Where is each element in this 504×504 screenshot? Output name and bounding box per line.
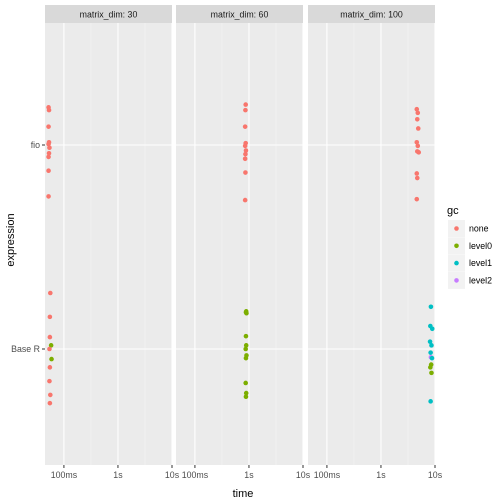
data-point [46, 150, 52, 156]
data-point [47, 400, 53, 406]
data-point [429, 343, 434, 348]
x-tick-label: 1s [244, 470, 254, 480]
data-point [415, 110, 421, 116]
data-point [243, 148, 249, 153]
data-point [427, 339, 433, 344]
data-point [47, 334, 53, 340]
data-point [46, 154, 51, 160]
legend-swatch [454, 278, 459, 283]
data-point [243, 151, 248, 157]
panel-background [308, 23, 435, 465]
legend-label: level1 [469, 258, 492, 268]
data-point [414, 171, 420, 176]
data-point [429, 326, 435, 332]
data-point [414, 106, 420, 112]
data-point [414, 196, 420, 202]
data-point [49, 356, 54, 362]
facet-panel: matrix_dim: 30 [45, 5, 173, 465]
data-point [414, 139, 420, 145]
facet-strip [176, 5, 303, 23]
data-point [243, 107, 248, 113]
data-point [48, 392, 53, 398]
panel-background [45, 23, 172, 465]
facet-strip-label: matrix_dim: 100 [340, 10, 403, 20]
data-point [243, 346, 248, 352]
data-point [243, 390, 249, 396]
data-point [428, 399, 433, 404]
data-point [47, 145, 52, 151]
legend-label: none [469, 224, 489, 234]
facet-strip-label: matrix_dim: 60 [211, 10, 269, 20]
data-point [46, 107, 52, 113]
x-axis-title: time [233, 488, 254, 500]
y-tick-label: Base R [11, 344, 40, 354]
data-point [429, 355, 435, 361]
data-point [428, 350, 433, 355]
data-point [415, 126, 421, 131]
legend-swatch [454, 243, 459, 249]
facet-panel: matrix_dim: 60 [176, 5, 304, 465]
data-point [46, 168, 51, 174]
legend-item: level0 [448, 237, 492, 255]
legend-item: level1 [448, 254, 492, 272]
data-point [48, 290, 53, 296]
x-tick-label: 100ms [314, 470, 341, 480]
y-tick-label: fio [31, 140, 40, 150]
facet-panel: matrix_dim: 100 [308, 5, 436, 465]
legend-swatch [454, 226, 459, 231]
x-tick-label: 1s [376, 470, 386, 480]
x-tick-label: 10s [428, 470, 443, 480]
legend-label: level2 [469, 275, 492, 285]
data-point [46, 124, 51, 129]
data-point [46, 194, 51, 199]
data-point [243, 394, 249, 400]
x-tick-label: 10s [165, 470, 180, 480]
data-point [414, 116, 420, 122]
data-point [243, 380, 248, 386]
data-point [243, 343, 249, 348]
data-point [48, 343, 54, 348]
data-point [429, 370, 434, 376]
data-point [242, 197, 248, 203]
data-point [414, 175, 420, 181]
legend-title: gc [447, 205, 459, 217]
data-point [428, 365, 433, 370]
panel-background [176, 23, 303, 465]
data-point [428, 304, 434, 310]
facet-strip [45, 5, 172, 23]
facet-strip [308, 5, 435, 23]
x-tick-label: 10s [296, 470, 311, 480]
data-point [242, 156, 248, 162]
x-tick-label: 100ms [51, 470, 78, 480]
data-point [242, 124, 248, 129]
data-point [415, 143, 421, 149]
data-point [243, 102, 248, 107]
data-point [46, 141, 51, 147]
x-tick-label: 100ms [182, 470, 209, 480]
legend-item: level2 [448, 271, 492, 289]
legend-label: level0 [469, 241, 492, 251]
legend-swatch [454, 260, 459, 266]
facet-strip-label: matrix_dim: 30 [80, 10, 138, 20]
data-point [243, 355, 249, 361]
data-point [47, 314, 53, 320]
data-point [244, 310, 249, 316]
x-tick-label: 1s [113, 470, 123, 480]
data-point [47, 378, 52, 384]
data-point [47, 346, 52, 352]
y-axis-title: expression [5, 213, 17, 266]
data-point [47, 365, 53, 370]
data-point [243, 170, 248, 175]
data-point [416, 150, 422, 155]
data-point [243, 333, 249, 339]
legend-item: none [448, 220, 489, 237]
data-point [242, 143, 248, 149]
